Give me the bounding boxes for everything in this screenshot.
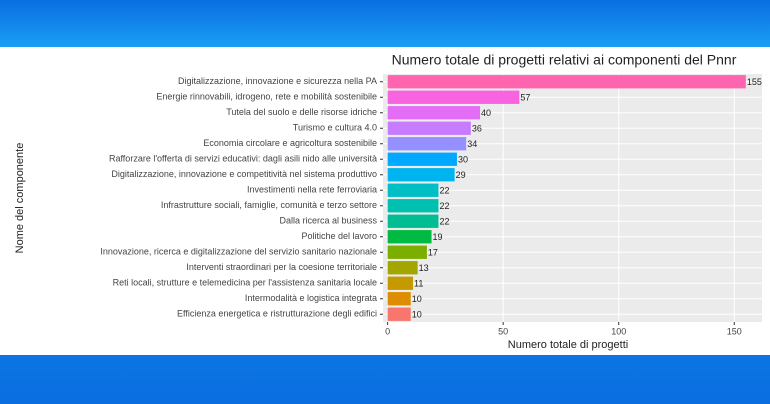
data-label: 155 xyxy=(747,77,762,87)
y-tick-label: Investimenti nella rete ferroviaria xyxy=(247,185,377,195)
data-label: 57 xyxy=(520,93,530,103)
data-label: 36 xyxy=(472,124,482,134)
data-label: 40 xyxy=(481,108,491,118)
data-label: 22 xyxy=(439,201,449,211)
bar xyxy=(387,90,520,104)
bar xyxy=(387,307,411,321)
bar xyxy=(387,276,414,290)
y-tick-label: Digitalizzazione, innovazione e sicurezz… xyxy=(178,76,377,86)
y-tick-label: Infrastrutture sociali, famiglie, comuni… xyxy=(161,200,377,210)
y-tick-label: Energie rinnovabili, idrogeno, rete e mo… xyxy=(156,92,377,102)
data-label: 19 xyxy=(433,232,443,242)
x-tick-label: 150 xyxy=(727,326,742,336)
data-label: 13 xyxy=(419,263,429,273)
data-label: 10 xyxy=(412,294,422,304)
chart-title: Numero totale di progetti relativi ai co… xyxy=(392,52,737,68)
bar xyxy=(387,121,471,135)
y-tick-label: Politiche del lavoro xyxy=(301,231,377,241)
bar xyxy=(387,292,411,306)
x-tick-label: 0 xyxy=(385,326,390,336)
bar xyxy=(387,106,481,120)
data-label: 22 xyxy=(439,186,449,196)
bar xyxy=(387,261,418,275)
y-tick-label: Intermodalità e logistica integrata xyxy=(245,293,377,303)
bar xyxy=(387,137,467,151)
y-tick-label: Economia circolare e agricoltura sosteni… xyxy=(203,138,377,148)
bar xyxy=(387,183,439,197)
bar xyxy=(387,230,432,244)
bar xyxy=(387,152,457,166)
bar xyxy=(387,199,439,213)
bar xyxy=(387,245,427,259)
y-axis-title: Nome del componente xyxy=(14,143,26,254)
data-label: 11 xyxy=(414,279,423,289)
y-tick-label: Dalla ricerca al business xyxy=(279,216,377,226)
data-label: 22 xyxy=(439,217,449,227)
x-axis-title: Numero totale di progetti xyxy=(508,339,628,351)
bar xyxy=(387,214,439,228)
y-tick-label: Reti locali, strutture e telemedicina pe… xyxy=(113,278,377,288)
y-tick-label: Efficienza energetica e ristrutturazione… xyxy=(177,309,377,319)
y-tick-label: Tutela del suolo e delle risorse idriche xyxy=(226,107,377,117)
bar xyxy=(387,168,455,182)
x-tick-label: 50 xyxy=(498,326,508,336)
y-tick-label: Innovazione, ricerca e digitalizzazione … xyxy=(100,247,377,257)
bar xyxy=(387,75,746,89)
data-label: 10 xyxy=(412,310,422,320)
x-tick-label: 100 xyxy=(611,326,626,336)
data-label: 30 xyxy=(458,155,468,165)
data-label: 17 xyxy=(428,248,438,258)
y-tick-label: Rafforzare l'offerta di servizi educativ… xyxy=(109,154,377,164)
y-tick-label: Turismo e cultura 4.0 xyxy=(293,123,377,133)
y-tick-label: Interventi straordinari per la coesione … xyxy=(186,262,377,272)
data-label: 34 xyxy=(467,139,477,149)
data-label: 29 xyxy=(456,170,466,180)
y-tick-label: Digitalizzazione, innovazione e competit… xyxy=(111,169,377,179)
